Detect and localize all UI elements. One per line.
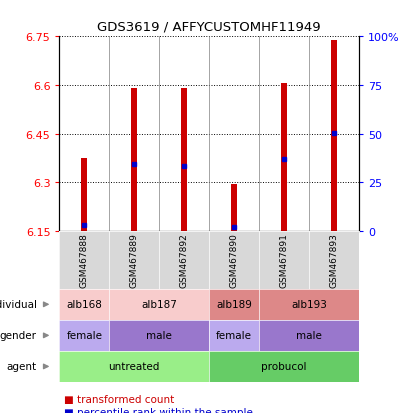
Text: alb193: alb193 [290,299,326,310]
Text: female: female [66,330,102,341]
Text: male: male [295,330,321,341]
Text: ■ transformed count: ■ transformed count [63,394,173,404]
Text: GSM467889: GSM467889 [130,233,138,287]
Text: ■ percentile rank within the sample: ■ percentile rank within the sample [63,407,252,413]
Bar [81,159,87,231]
Bar [330,40,336,231]
Bar [231,184,236,231]
Text: probucol: probucol [261,361,306,372]
Text: GSM467892: GSM467892 [179,233,188,287]
Text: female: female [216,330,252,341]
Text: GSM467890: GSM467890 [229,233,238,287]
Text: GSM467888: GSM467888 [80,233,89,287]
Text: agent: agent [7,361,37,372]
Text: GSM467893: GSM467893 [328,233,337,287]
Bar [181,89,187,231]
Bar [131,89,137,231]
Text: alb187: alb187 [141,299,177,310]
Text: alb189: alb189 [216,299,252,310]
Text: gender: gender [0,330,37,341]
Text: alb168: alb168 [66,299,102,310]
Title: GDS3619 / AFFYCUSTOMHF11949: GDS3619 / AFFYCUSTOMHF11949 [97,20,320,33]
Text: untreated: untreated [108,361,160,372]
Text: GSM467891: GSM467891 [279,233,288,287]
Bar [280,84,286,231]
Text: individual: individual [0,299,37,310]
Text: male: male [146,330,172,341]
